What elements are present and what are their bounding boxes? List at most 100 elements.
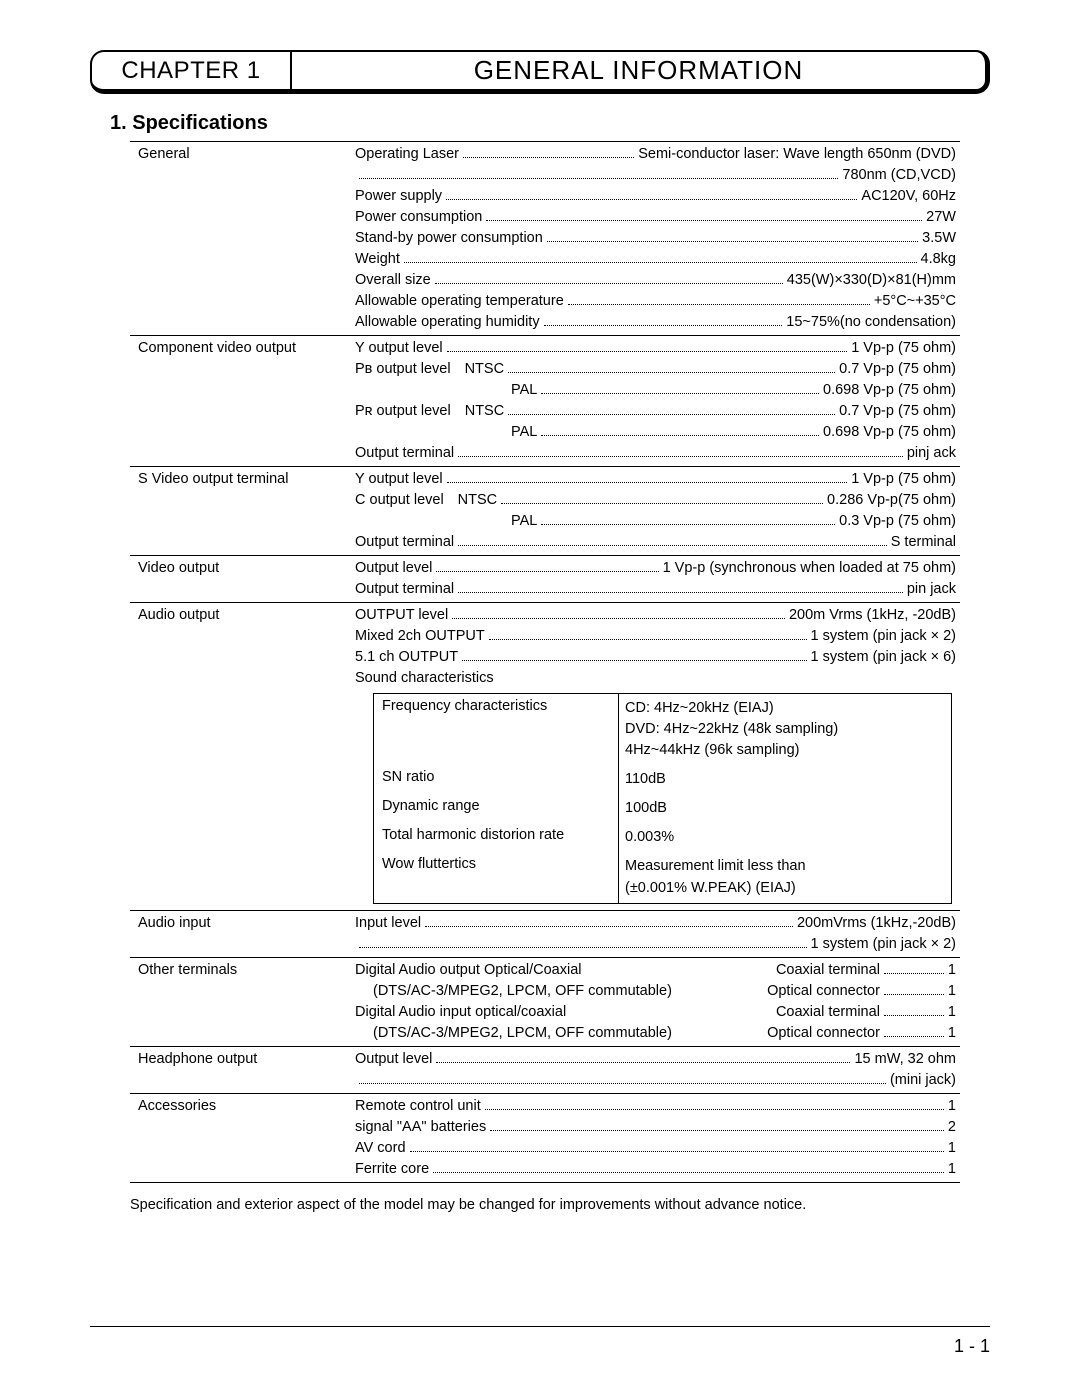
- spec-row-value: 0.698 Vp-p (75 ohm): [823, 422, 956, 443]
- spec-section-video: Video output Output level1 Vp-p (synchro…: [130, 556, 960, 603]
- spec-row: Power supply AC120V, 60Hz: [355, 186, 956, 207]
- spec-row-label: Output level: [355, 558, 432, 579]
- other-terminal-row: Digital Audio output Optical/CoaxialCoax…: [355, 960, 956, 981]
- leader-dots: [446, 199, 857, 200]
- leader-dots: [501, 503, 823, 504]
- spec-label: Audio input: [130, 911, 355, 957]
- leader-dots: [547, 241, 918, 242]
- spec-row: Output terminalpin jack: [355, 579, 956, 600]
- spec-row: PAL0.698 Vp-p (75 ohm): [355, 380, 956, 401]
- leader-dots: [458, 545, 887, 546]
- spec-body: Output level 1 Vp-p (synchronous when loa…: [355, 556, 960, 602]
- spec-row-label: Output terminal: [355, 443, 454, 464]
- leader-dots: [884, 1015, 944, 1016]
- sound-row-label: SN ratio: [374, 765, 619, 794]
- spec-row-value: AC120V, 60Hz: [861, 186, 956, 207]
- leader-dots: [436, 1062, 850, 1063]
- spec-row: Operating LaserSemi-conductor laser: Wav…: [355, 144, 956, 165]
- leader-dots: [544, 325, 783, 326]
- leader-dots: [568, 304, 870, 305]
- spec-row: Power consumption27W: [355, 207, 956, 228]
- text: 0.003%: [625, 827, 945, 848]
- spec-row-label: C output level: [355, 490, 444, 511]
- leader-dots: [485, 1109, 944, 1110]
- spec-row-value: 780nm (CD,VCD): [842, 165, 956, 186]
- spec-row: Weight4.8kg: [355, 249, 956, 270]
- leader-dots: [486, 220, 922, 221]
- spec-row-value: 1 Vp-p (75 ohm): [851, 338, 956, 359]
- spec-row-sublabel: PAL: [511, 511, 537, 532]
- spec-row: Allowable operating humidity15~75%(no co…: [355, 312, 956, 333]
- spec-label: Other terminals: [130, 958, 355, 1046]
- other-count: 1: [948, 960, 956, 981]
- spec-row: Output terminal pinj ack: [355, 443, 956, 464]
- spec-row-sublabel: NTSC: [458, 490, 497, 511]
- other-right-label: Optical connector: [767, 981, 880, 1002]
- other-terminal-row: (DTS/AC-3/MPEG2, LPCM, OFF commutable) Op…: [355, 981, 956, 1002]
- spec-row-value: 4.8kg: [921, 249, 956, 270]
- chapter-label: CHAPTER 1: [92, 52, 292, 89]
- leader-dots: [458, 456, 903, 457]
- spec-body: Input level200mVrms (1kHz,-20dB)1 system…: [355, 911, 960, 957]
- other-terminal-row: (DTS/AC-3/MPEG2, LPCM, OFF commutable)Op…: [355, 1023, 956, 1044]
- text: Sound characteristics: [355, 668, 494, 689]
- spec-row-value: 435(W)×330(D)×81(H)mm: [787, 270, 956, 291]
- spec-row-value: +5°C~+35°C: [874, 291, 956, 312]
- sound-row: Total harmonic distorion rate 0.003%: [374, 823, 951, 852]
- leader-dots: [884, 994, 944, 995]
- leader-dots: [490, 1130, 944, 1131]
- spec-label: Component video output: [130, 336, 355, 466]
- leader-dots: [541, 524, 835, 525]
- text: 100dB: [625, 798, 945, 819]
- spec-row: OUTPUT level200m Vrms (1kHz, -20dB): [355, 605, 956, 626]
- leader-dots: [489, 639, 807, 640]
- other-right-label: Optical connector: [767, 1023, 880, 1044]
- spec-row-label: Pʙ output level: [355, 359, 451, 380]
- spec-section-headphone: Headphone output Output level15 mW, 32 o…: [130, 1047, 960, 1094]
- leader-dots: [463, 157, 634, 158]
- other-right-label: Coaxial terminal: [776, 960, 880, 981]
- spec-row: Output terminalS terminal: [355, 532, 956, 553]
- spec-row: Input level200mVrms (1kHz,-20dB): [355, 913, 956, 934]
- spec-row-label: Y output level: [355, 469, 443, 490]
- spec-row-label: 5.1 ch OUTPUT: [355, 647, 458, 668]
- spec-table: General Operating LaserSemi-conductor la…: [130, 141, 960, 1183]
- spec-row-value: 0.7 Vp-p (75 ohm): [839, 401, 956, 422]
- leader-dots: [884, 1036, 944, 1037]
- spec-row-value: (mini jack): [890, 1070, 956, 1091]
- spec-row-value: 1: [948, 1159, 956, 1180]
- spec-row-label: Remote control unit: [355, 1096, 481, 1117]
- sound-row-label: Total harmonic distorion rate: [374, 823, 619, 852]
- leader-dots: [404, 262, 917, 263]
- spec-row-label: Operating Laser: [355, 144, 459, 165]
- text: CD: 4Hz~20kHz (EIAJ): [625, 698, 945, 719]
- spec-row-label: signal "AA" batteries: [355, 1117, 486, 1138]
- other-count: 1: [948, 981, 956, 1002]
- spec-row: Pʙ output levelNTSC0.7 Vp-p (75 ohm): [355, 359, 956, 380]
- spec-row-label: Power supply: [355, 186, 442, 207]
- spec-row-value: 15~75%(no condensation): [786, 312, 956, 333]
- sound-row-value: CD: 4Hz~20kHz (EIAJ)DVD: 4Hz~22kHz (48k …: [619, 694, 951, 765]
- footnote: Specification and exterior aspect of the…: [130, 1197, 960, 1213]
- spec-row: Remote control unit1: [355, 1096, 956, 1117]
- spec-row-value: 2: [948, 1117, 956, 1138]
- leader-dots: [447, 351, 848, 352]
- page-title: GENERAL INFORMATION: [292, 52, 985, 89]
- page-number: 1 - 1: [954, 1336, 990, 1357]
- leader-dots: [541, 435, 819, 436]
- spec-row-value: 1 system (pin jack × 2): [811, 934, 956, 955]
- other-label: (DTS/AC-3/MPEG2, LPCM, OFF commutable): [373, 981, 672, 1002]
- spec-row-label: Ferrite core: [355, 1159, 429, 1180]
- spec-section-accessories: Accessories Remote control unit1signal "…: [130, 1094, 960, 1183]
- sound-row: Dynamic range100dB: [374, 794, 951, 823]
- spec-row-label: Allowable operating temperature: [355, 291, 564, 312]
- leader-dots: [508, 414, 835, 415]
- spec-row-label: Stand-by power consumption: [355, 228, 543, 249]
- spec-row-value: 1 Vp-p (synchronous when loaded at 75 oh…: [663, 558, 956, 579]
- spec-body: Digital Audio output Optical/CoaxialCoax…: [355, 958, 960, 1046]
- spec-row-value: pinj ack: [907, 443, 956, 464]
- page: CHAPTER 1 GENERAL INFORMATION 1. Specifi…: [0, 0, 1080, 1397]
- text: 4Hz~44kHz (96k sampling): [625, 740, 945, 761]
- spec-row-label: Mixed 2ch OUTPUT: [355, 626, 485, 647]
- spec-body: Y output level1 Vp-p (75 ohm)Pʙ output l…: [355, 336, 960, 466]
